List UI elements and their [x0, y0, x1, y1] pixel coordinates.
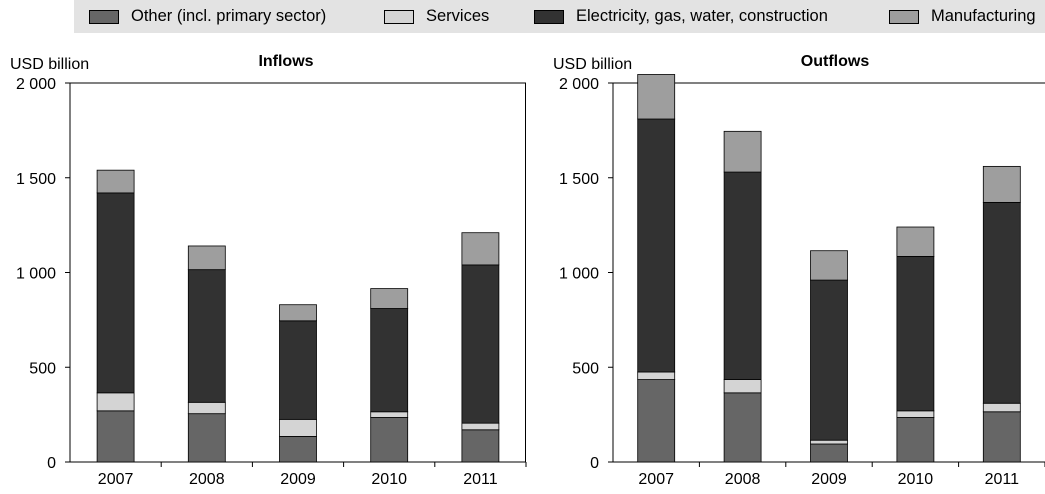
outflows-x-tick-label: 2009 [811, 471, 847, 488]
inflows-chart: Inflows USD billion 0 500 1 000 1 500 2 000 200… [10, 53, 527, 488]
outflows-bar-2011-series-0 [982, 411, 1021, 463]
outflows-chart: Outflows USD billion 0 500 1 000 1 500 2 000 20… [553, 53, 1045, 488]
outflows-x-tick-label: 2008 [725, 471, 761, 488]
inflows-bar-2010-series-0 [370, 417, 409, 463]
inflows-y-axis-label: USD billion [10, 56, 89, 73]
inflows-bar-2009-series-3 [279, 304, 317, 322]
inflows-bar-2007-series-1 [96, 392, 135, 412]
outflows-bar-2011-series-1 [982, 402, 1021, 413]
outflows-bar-2010-series-0 [896, 417, 935, 463]
inflows-bar-2008-series-1 [187, 401, 226, 415]
outflows-bar-2011-series-2 [982, 201, 1021, 404]
legend-item-other: Other (incl. primary sector) [89, 0, 326, 33]
inflows-x-tick-label: 2007 [98, 471, 134, 488]
legend-item-services: Services [384, 0, 489, 33]
outflows-bar-2008-series-1 [723, 379, 762, 394]
outflows-x-tick-label: 2007 [638, 471, 674, 488]
legend-label-manufacturing: Manufacturing [931, 7, 1036, 25]
outflows-y-tick-label: 1 500 [559, 171, 599, 188]
inflows-y-tick-label: 2 000 [16, 76, 56, 93]
chart-legend: Other (incl. primary sector) Services El… [74, 0, 1045, 33]
inflows-y-tick-label: 500 [29, 360, 56, 377]
inflows-bar-2009-series-0 [279, 436, 317, 463]
inflows-y-tick-label: 1 500 [16, 171, 56, 188]
inflows-bar-2011-series-3 [461, 232, 500, 266]
legend-swatch-services [384, 9, 414, 24]
outflows-y-tick-label: 0 [590, 455, 599, 472]
outflows-bar-2008-series-0 [723, 392, 762, 463]
outflows-y-tick-label: 500 [572, 360, 599, 377]
inflows-bar-2011-series-1 [461, 422, 500, 431]
outflows-y-tick-label: 1 000 [559, 266, 599, 283]
legend-item-electricity: Electricity, gas, water, construction [534, 0, 828, 33]
outflows-bar-2007-series-3 [637, 74, 676, 120]
outflows-y-axis-label: USD billion [553, 56, 632, 73]
outflows-y-tick-label: 2 000 [559, 76, 599, 93]
outflows-bar-2007-series-1 [637, 371, 676, 380]
inflows-y-tick-label: 0 [47, 455, 56, 472]
outflows-chart-title: Outflows [801, 53, 870, 70]
outflows-x-tick-label: 2011 [985, 471, 1020, 488]
outflows-bar-2010-series-3 [896, 226, 935, 257]
inflows-x-tick-label: 2011 [463, 471, 498, 488]
inflows-bar-2009-series-1 [279, 418, 317, 437]
inflows-bar-2010-series-2 [370, 308, 409, 413]
legend-label-services: Services [426, 7, 490, 25]
outflows-bar-2009-series-0 [810, 443, 848, 463]
legend-label-other: Other (incl. primary sector) [131, 7, 327, 25]
inflows-x-tick-label: 2008 [189, 471, 225, 488]
outflows-bar-2010-series-2 [896, 255, 935, 412]
inflows-bar-2007-series-3 [96, 169, 135, 194]
inflows-y-tick-label: 1 000 [16, 266, 56, 283]
outflows-bar-2010-series-1 [896, 410, 935, 418]
inflows-bar-2011-series-0 [461, 429, 500, 463]
outflows-bar-2008-series-2 [723, 171, 762, 380]
outflows-bar-2008-series-3 [723, 130, 762, 173]
outflows-bar-2011-series-3 [982, 165, 1021, 203]
outflows-bar-2009-series-1 [810, 439, 848, 445]
inflows-bar-2009-series-2 [279, 320, 317, 420]
outflows-x-tick-label: 2010 [898, 471, 934, 488]
outflows-bar-2009-series-2 [810, 279, 848, 441]
inflows-bar-2011-series-2 [461, 264, 500, 424]
legend-swatch-other [89, 9, 119, 24]
inflows-x-tick-label: 2009 [280, 471, 316, 488]
outflows-bar-2007-series-2 [637, 118, 676, 373]
inflows-chart-title: Inflows [258, 53, 313, 70]
inflows-bar-2007-series-2 [96, 192, 135, 394]
legend-swatch-electricity [534, 9, 564, 24]
outflows-bar-2009-series-3 [810, 250, 848, 281]
inflows-x-tick-label: 2010 [371, 471, 407, 488]
inflows-bar-2008-series-0 [187, 413, 226, 463]
legend-item-manufacturing: Manufacturing [889, 0, 1036, 33]
inflows-bar-2010-series-1 [370, 411, 409, 418]
inflows-bar-2007-series-0 [96, 410, 135, 463]
outflows-bar-2007-series-0 [637, 379, 676, 463]
inflows-bar-2008-series-3 [187, 245, 226, 271]
legend-swatch-manufacturing [889, 9, 919, 24]
legend-label-electricity: Electricity, gas, water, construction [576, 7, 828, 25]
inflows-bar-2010-series-3 [370, 288, 409, 309]
inflows-bar-2008-series-2 [187, 269, 226, 403]
